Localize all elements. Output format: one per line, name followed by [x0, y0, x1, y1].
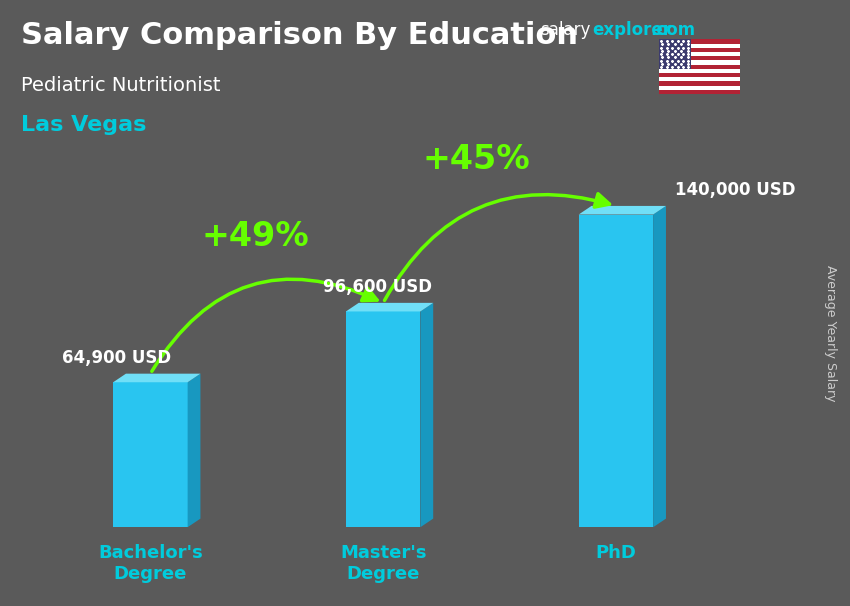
- Bar: [659, 56, 740, 61]
- Bar: [659, 65, 740, 68]
- Bar: [659, 39, 691, 68]
- Bar: [659, 85, 740, 90]
- Bar: [346, 311, 421, 527]
- Bar: [659, 90, 740, 94]
- Text: +45%: +45%: [422, 142, 530, 176]
- Polygon shape: [653, 206, 666, 527]
- Bar: [659, 81, 740, 85]
- Bar: [659, 52, 740, 56]
- Text: Las Vegas: Las Vegas: [21, 115, 146, 135]
- Text: Average Yearly Salary: Average Yearly Salary: [824, 265, 837, 402]
- Polygon shape: [421, 303, 434, 527]
- Bar: [659, 61, 740, 65]
- Bar: [579, 215, 653, 527]
- Text: 140,000 USD: 140,000 USD: [675, 181, 796, 199]
- Text: Salary Comparison By Education: Salary Comparison By Education: [21, 21, 578, 50]
- Text: explorer: explorer: [592, 21, 672, 39]
- Polygon shape: [113, 374, 201, 382]
- Text: .com: .com: [650, 21, 695, 39]
- Bar: [659, 48, 740, 52]
- Polygon shape: [579, 206, 666, 215]
- Polygon shape: [188, 374, 201, 527]
- Polygon shape: [346, 303, 434, 311]
- Bar: [659, 73, 740, 77]
- Bar: [659, 68, 740, 73]
- Text: +49%: +49%: [201, 220, 309, 253]
- Bar: [113, 382, 188, 527]
- Text: Pediatric Nutritionist: Pediatric Nutritionist: [21, 76, 221, 95]
- Text: 64,900 USD: 64,900 USD: [62, 348, 171, 367]
- Bar: [659, 44, 740, 48]
- Text: salary: salary: [540, 21, 590, 39]
- Text: 96,600 USD: 96,600 USD: [323, 278, 432, 296]
- Bar: [659, 39, 740, 44]
- Bar: [659, 77, 740, 81]
